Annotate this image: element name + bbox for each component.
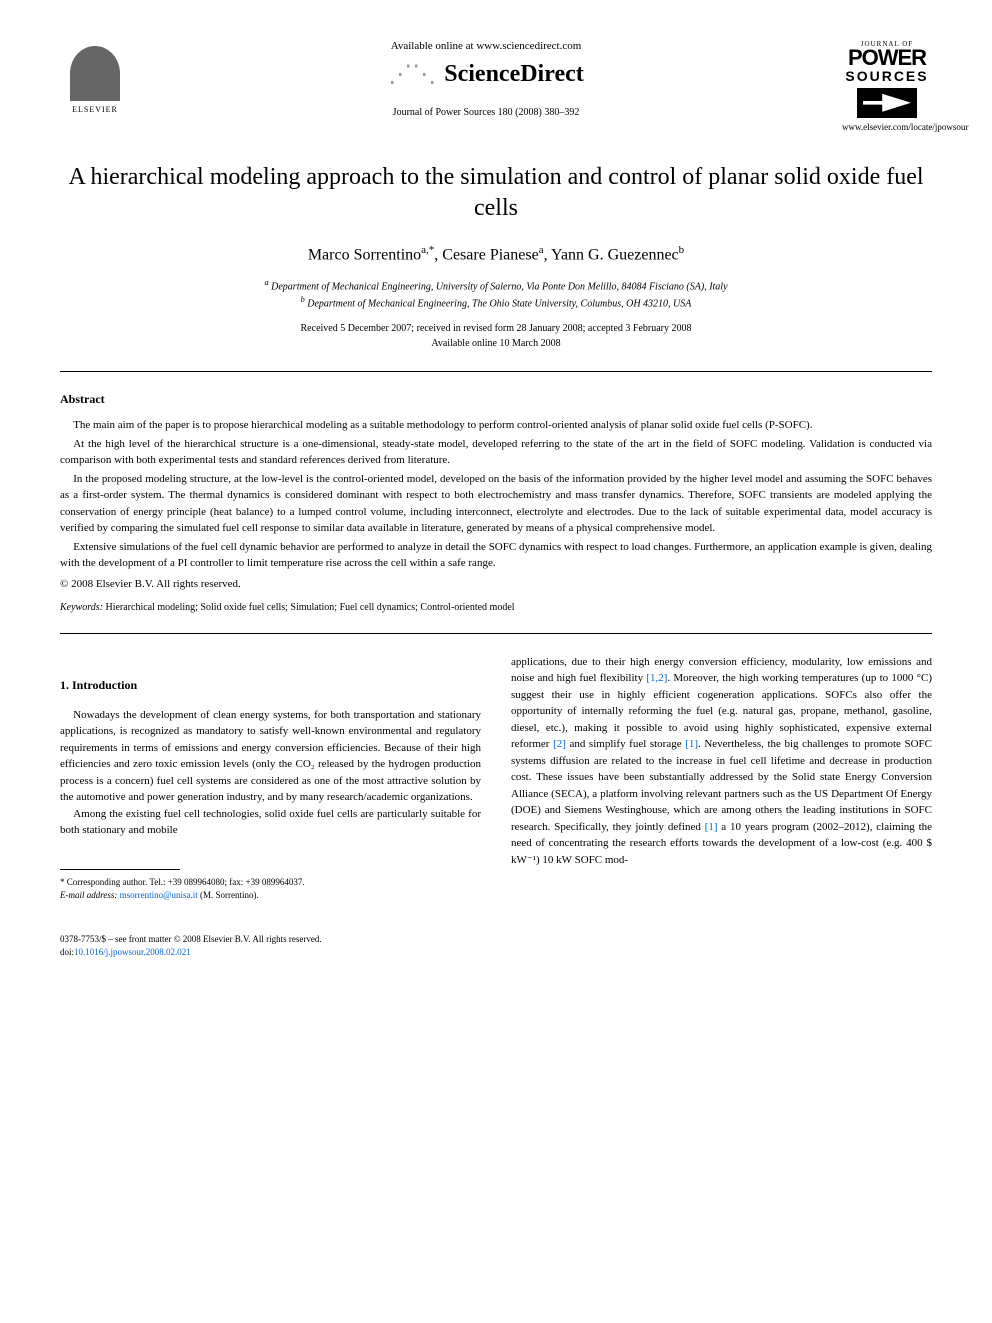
author-1-sup: a,* <box>421 244 434 256</box>
power-sources-logo: JOURNAL OF POWER SOURCES www.elsevier.co… <box>842 40 932 132</box>
footnote-separator <box>60 869 180 870</box>
publication-dates: Received 5 December 2007; received in re… <box>60 321 932 351</box>
affiliation-b: b Department of Mechanical Engineering, … <box>60 294 932 311</box>
abstract-p2: At the high level of the hierarchical st… <box>60 436 932 469</box>
copyright-line: © 2008 Elsevier B.V. All rights reserved… <box>60 578 932 590</box>
footnote-block: * Corresponding author. Tel.: +39 089964… <box>60 876 481 903</box>
ref-link-1-2[interactable]: [1,2] <box>646 672 667 684</box>
abstract-p3: In the proposed modeling structure, at t… <box>60 471 932 537</box>
author-1: Marco Sorrentino <box>308 247 421 264</box>
sciencedirect-icon: ⋰⋱ <box>388 60 436 89</box>
doi-line: doi:10.1016/j.jpowsour.2008.02.021 <box>60 946 932 960</box>
keywords-text: Hierarchical modeling; Solid oxide fuel … <box>105 602 514 613</box>
ps-power: POWER <box>842 48 932 68</box>
left-column: 1. Introduction Nowadays the development… <box>60 654 481 903</box>
corresponding-author: * Corresponding author. Tel.: +39 089964… <box>60 876 481 890</box>
ref-link-2[interactable]: [2] <box>553 738 566 750</box>
email-line: E-mail address: msorrentino@unisa.it (M.… <box>60 889 481 903</box>
abstract-p4: Extensive simulations of the fuel cell d… <box>60 539 932 572</box>
author-2-sup: a <box>539 244 544 256</box>
available-online-text: Available online at www.sciencedirect.co… <box>130 40 842 52</box>
journal-website: www.elsevier.com/locate/jpowsour <box>842 122 932 132</box>
elsevier-label: ELSEVIER <box>72 105 118 114</box>
author-3-sup: b <box>679 244 685 256</box>
available-date: Available online 10 March 2008 <box>60 336 932 351</box>
divider-top <box>60 371 932 372</box>
affiliation-a: a Department of Mechanical Engineering, … <box>60 277 932 294</box>
elsevier-tree-icon <box>70 46 120 101</box>
issn-line: 0378-7753/$ – see front matter © 2008 El… <box>60 933 932 947</box>
doi-link[interactable]: 10.1016/j.jpowsour.2008.02.021 <box>74 947 191 957</box>
email-suffix: (M. Sorrentino). <box>200 890 259 900</box>
ref-link-1a[interactable]: [1] <box>685 738 698 750</box>
right-column: applications, due to their high energy c… <box>511 654 932 903</box>
intro-p-continued: applications, due to their high energy c… <box>511 654 932 869</box>
received-date: Received 5 December 2007; received in re… <box>60 321 932 336</box>
power-arrow-icon <box>857 88 917 118</box>
section-1-heading: 1. Introduction <box>60 678 481 693</box>
authors-line: Marco Sorrentinoa,*, Cesare Pianesea, Ya… <box>60 244 932 264</box>
paper-title: A hierarchical modeling approach to the … <box>60 162 932 224</box>
keywords-label: Keywords: <box>60 602 103 613</box>
body-columns: 1. Introduction Nowadays the development… <box>60 654 932 903</box>
author-2: Cesare Pianese <box>442 247 538 264</box>
journal-reference: Journal of Power Sources 180 (2008) 380–… <box>130 107 842 118</box>
author-email-link[interactable]: msorrentino@unisa.it <box>120 890 198 900</box>
elsevier-logo: ELSEVIER <box>60 40 130 120</box>
ref-link-1b[interactable]: [1] <box>705 821 718 833</box>
keywords-line: Keywords: Hierarchical modeling; Solid o… <box>60 602 932 613</box>
sciencedirect-logo: ⋰⋱ ScienceDirect <box>130 60 842 89</box>
author-3: Yann G. Guezennec <box>551 247 679 264</box>
email-label: E-mail address: <box>60 890 117 900</box>
divider-bottom <box>60 633 932 634</box>
abstract-p1: The main aim of the paper is to propose … <box>60 417 932 434</box>
paper-header: ELSEVIER Available online at www.science… <box>60 40 932 132</box>
center-header: Available online at www.sciencedirect.co… <box>130 40 842 118</box>
affiliations: a Department of Mechanical Engineering, … <box>60 277 932 312</box>
sciencedirect-text: ScienceDirect <box>444 61 584 88</box>
abstract-body: The main aim of the paper is to propose … <box>60 417 932 590</box>
footer-block: 0378-7753/$ – see front matter © 2008 El… <box>60 933 932 960</box>
intro-p2: Among the existing fuel cell technologie… <box>60 806 481 839</box>
ps-sources: SOURCES <box>842 68 932 84</box>
abstract-heading: Abstract <box>60 392 932 407</box>
intro-p1: Nowadays the development of clean energy… <box>60 707 481 806</box>
